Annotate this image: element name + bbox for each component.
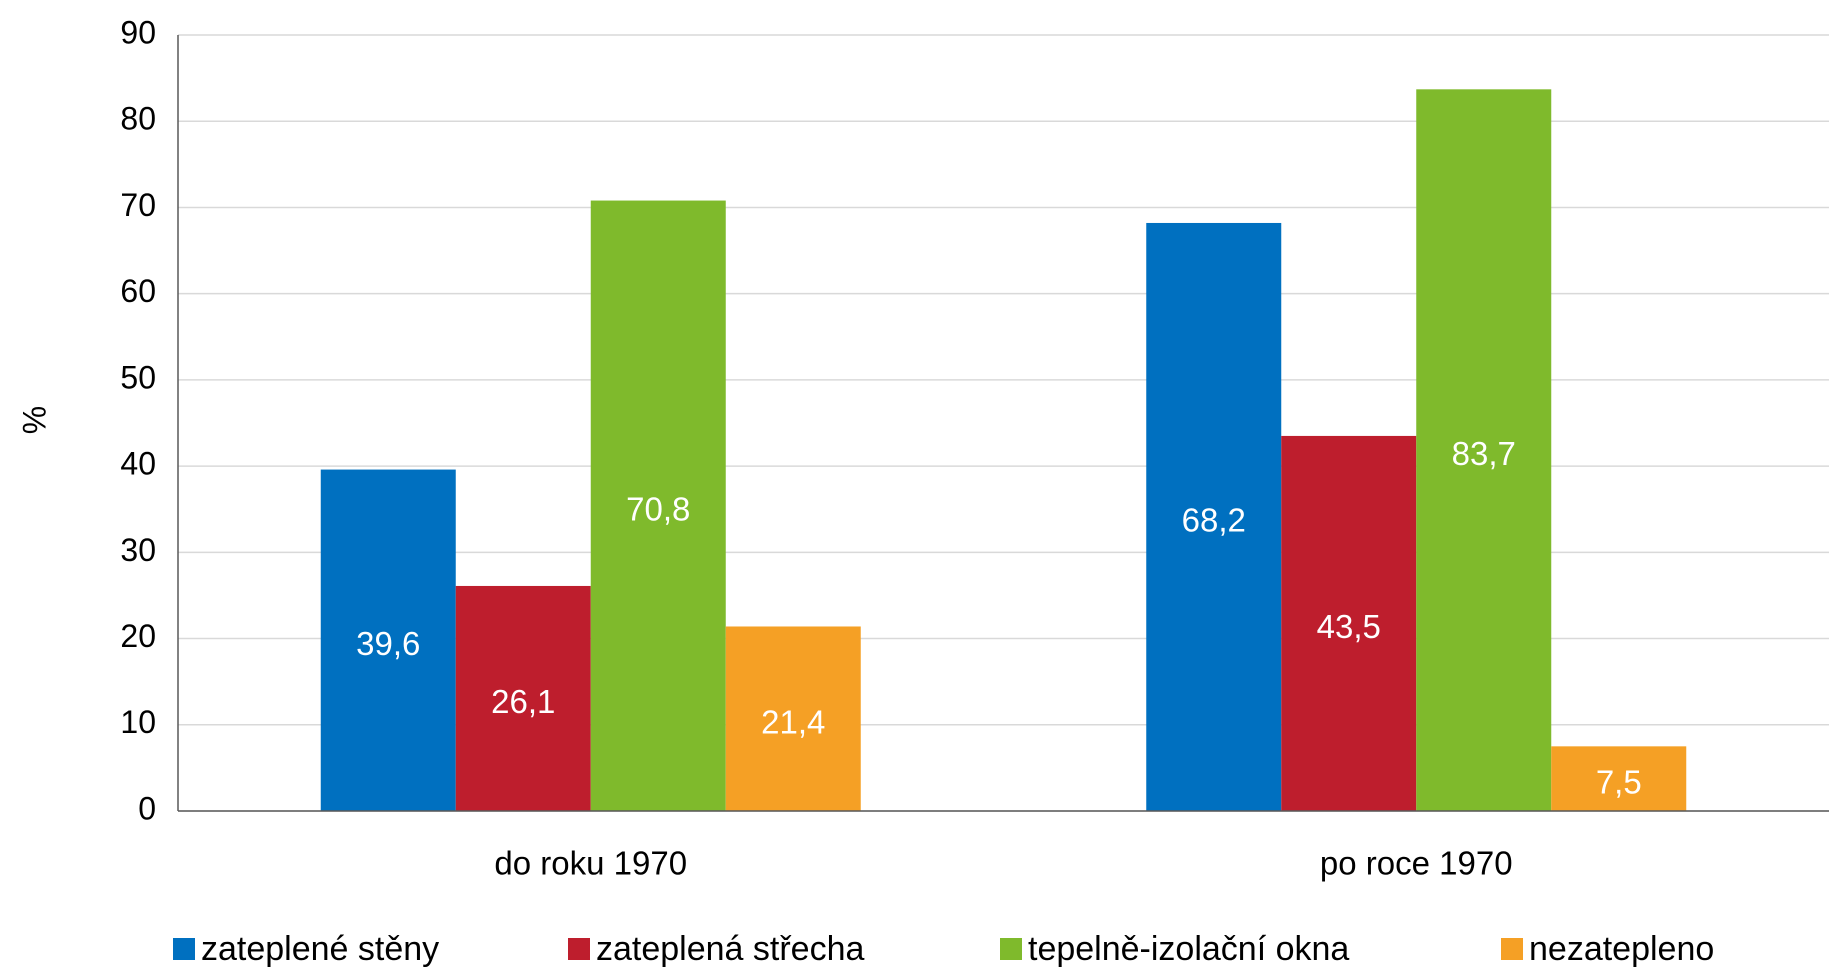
bar <box>455 585 591 811</box>
bar <box>1281 435 1417 811</box>
data-label: 43,5 <box>1317 608 1381 645</box>
y-tick-label: 0 <box>138 790 156 826</box>
y-tick-label: 50 <box>120 359 156 395</box>
legend-swatch <box>1501 938 1523 960</box>
legend-swatch <box>173 938 195 960</box>
y-tick-label: 60 <box>120 273 156 309</box>
bar <box>1551 746 1687 811</box>
y-axis-label: % <box>16 406 52 434</box>
data-label: 68,2 <box>1182 502 1246 539</box>
y-tick-label: 80 <box>120 101 156 137</box>
labels: 0 10 20 30 40 50 60 70 80 90 do roku 1970 39,6 26,1 7… <box>120 14 1714 968</box>
x-tick-label: po roce 1970 <box>1320 845 1513 882</box>
bar <box>590 200 726 812</box>
data-label: 7,5 <box>1596 763 1642 800</box>
bar <box>1146 222 1282 811</box>
legend-label: tepelně-izolační okna <box>1028 930 1349 968</box>
x-tick-label: do roku 1970 <box>494 845 687 882</box>
y-tick-label: 20 <box>120 618 156 654</box>
data-label: 83,7 <box>1452 435 1516 472</box>
y-tick-label: 10 <box>120 704 156 740</box>
data-label: 70,8 <box>626 490 690 527</box>
legend-label: zateplené stěny <box>201 930 439 968</box>
y-tick-label: 30 <box>120 532 156 568</box>
bar <box>320 469 456 811</box>
bars <box>320 89 1687 812</box>
y-tick-label: 70 <box>120 187 156 223</box>
legend-label: nezatepleno <box>1529 930 1714 968</box>
legend-label: zateplená střecha <box>596 930 864 968</box>
y-tick-label: 90 <box>120 14 156 50</box>
legend-swatch <box>1000 938 1022 960</box>
y-tick-label: 40 <box>120 446 156 482</box>
data-label: 26,1 <box>491 683 555 720</box>
data-label: 39,6 <box>356 625 420 662</box>
data-label: 21,4 <box>761 703 825 740</box>
legend-swatch <box>568 938 590 960</box>
bar <box>725 626 861 811</box>
bar <box>1416 89 1552 811</box>
